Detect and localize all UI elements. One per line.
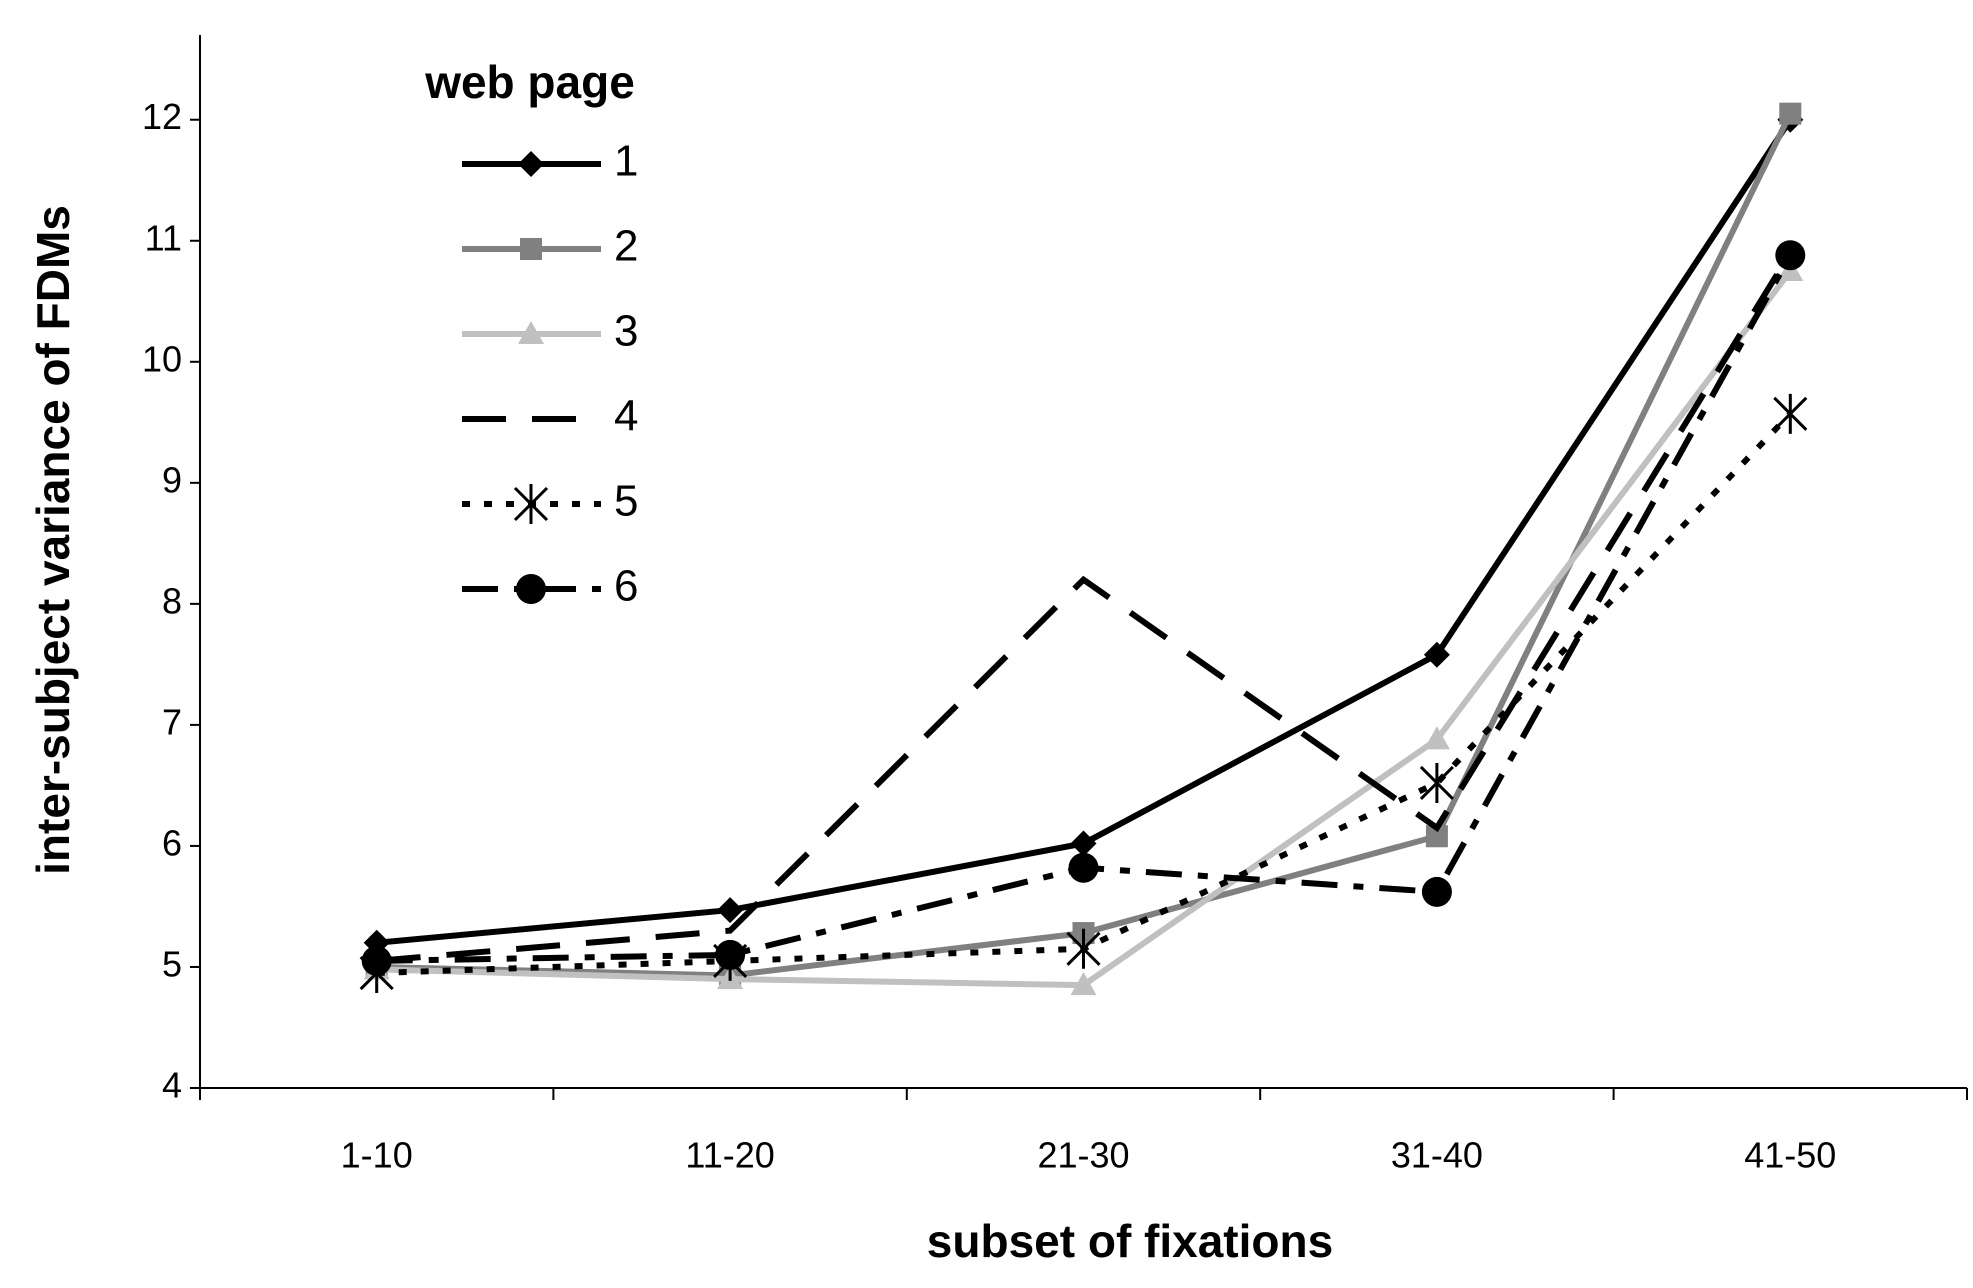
marker — [520, 238, 542, 260]
y-axis-title: inter-subject variance of FDMs — [27, 205, 79, 875]
marker — [516, 574, 546, 604]
marker — [1775, 240, 1806, 271]
marker — [1070, 972, 1097, 996]
y-tick-label: 11 — [145, 217, 182, 258]
x-tick-label: 41-50 — [1744, 1135, 1836, 1176]
series-line — [376, 118, 1793, 946]
y-tick-label: 4 — [162, 1065, 182, 1106]
marker — [1421, 876, 1452, 907]
y-tick-label: 9 — [162, 459, 182, 500]
legend-label: 6 — [614, 562, 638, 611]
x-tick-label: 1-10 — [341, 1135, 413, 1176]
marker — [1066, 928, 1101, 969]
y-tick-label: 8 — [162, 580, 182, 621]
series-line — [376, 411, 1793, 977]
marker — [1419, 762, 1454, 803]
x-tick-label: 21-30 — [1037, 1135, 1129, 1176]
series — [359, 393, 1808, 994]
marker — [1423, 641, 1450, 668]
y-tick-label: 12 — [142, 96, 182, 137]
marker — [1423, 726, 1450, 750]
y-tick-label: 6 — [162, 822, 182, 863]
x-tick-label: 11-20 — [685, 1135, 774, 1176]
marker — [1773, 393, 1808, 434]
series-line — [376, 251, 1793, 964]
legend-label: 1 — [614, 137, 638, 186]
marker — [1070, 830, 1097, 857]
series — [361, 240, 1806, 976]
legend-label: 3 — [614, 307, 638, 356]
marker — [1425, 825, 1448, 848]
x-axis-title: subset of fixations — [927, 1215, 1333, 1267]
marker — [715, 939, 746, 970]
marker — [513, 484, 549, 524]
legend-label: 5 — [614, 477, 638, 526]
legend-label: 4 — [614, 392, 638, 441]
series — [376, 251, 1793, 964]
marker — [518, 321, 544, 344]
series — [363, 258, 1804, 996]
x-tick-label: 31-40 — [1391, 1135, 1483, 1176]
marker — [1779, 102, 1802, 125]
marker — [1068, 852, 1099, 883]
y-tick-label: 7 — [162, 701, 182, 742]
series — [363, 106, 1804, 956]
y-tick-label: 5 — [162, 943, 182, 984]
marker — [717, 897, 744, 924]
marker — [518, 151, 544, 177]
legend-title: web page — [424, 56, 635, 108]
legend-label: 2 — [614, 222, 638, 271]
marker — [361, 945, 392, 976]
y-tick-label: 10 — [142, 338, 182, 379]
